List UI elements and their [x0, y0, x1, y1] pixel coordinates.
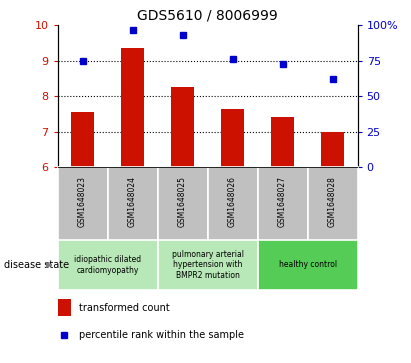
Text: pulmonary arterial
hypertension with
BMPR2 mutation: pulmonary arterial hypertension with BMP…: [171, 250, 244, 280]
Bar: [58, 240, 157, 290]
Bar: [271, 117, 294, 167]
Text: healthy control: healthy control: [279, 261, 337, 269]
Bar: [157, 240, 258, 290]
Bar: [58, 167, 108, 240]
Text: GSM1648027: GSM1648027: [278, 176, 287, 227]
Bar: [208, 167, 258, 240]
Bar: [171, 87, 194, 167]
Bar: [258, 240, 358, 290]
Bar: [307, 167, 358, 240]
Text: transformed count: transformed count: [79, 303, 169, 313]
Title: GDS5610 / 8006999: GDS5610 / 8006999: [137, 9, 278, 23]
Text: GSM1648024: GSM1648024: [128, 176, 137, 227]
Bar: [321, 132, 344, 167]
Bar: [157, 167, 208, 240]
Bar: [58, 299, 71, 316]
Text: GSM1648025: GSM1648025: [178, 176, 187, 227]
Bar: [71, 112, 94, 167]
Bar: [108, 167, 157, 240]
Bar: [121, 48, 144, 167]
Text: idiopathic dilated
cardiomyopathy: idiopathic dilated cardiomyopathy: [74, 255, 141, 275]
Text: percentile rank within the sample: percentile rank within the sample: [79, 330, 244, 340]
Bar: [221, 109, 244, 167]
Text: GSM1648026: GSM1648026: [228, 176, 237, 227]
Text: GSM1648028: GSM1648028: [328, 176, 337, 227]
Text: GSM1648023: GSM1648023: [78, 176, 87, 227]
Bar: [258, 167, 307, 240]
Text: disease state: disease state: [4, 260, 69, 270]
